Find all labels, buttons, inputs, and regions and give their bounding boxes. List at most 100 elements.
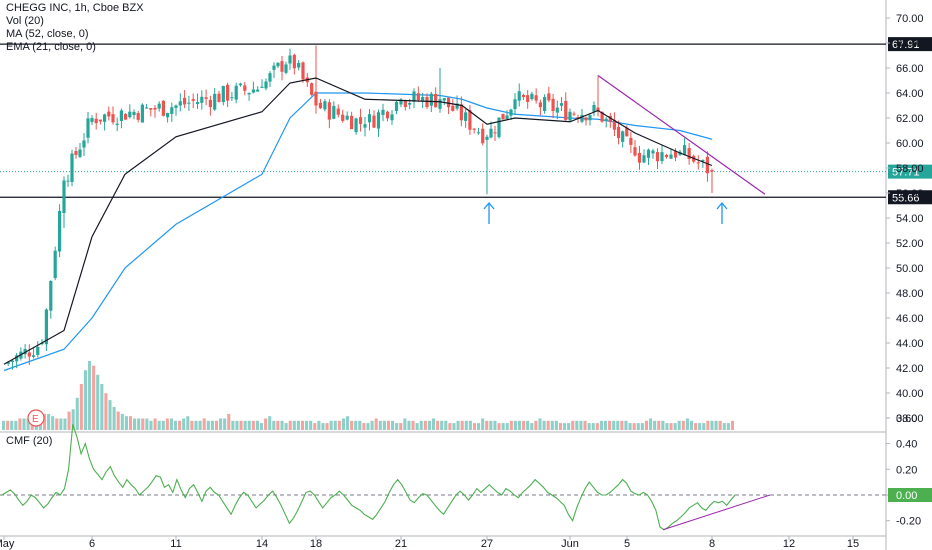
candle — [660, 145, 664, 165]
symbol-legend[interactable]: CHEGG INC, 1h, Cboe BZX — [6, 2, 144, 14]
candle-body — [655, 152, 660, 162]
volume-bar — [522, 420, 526, 430]
volume-bar — [509, 420, 513, 430]
candle-body — [170, 107, 174, 114]
candle — [421, 92, 425, 109]
volume-bar — [657, 420, 661, 430]
candle-body — [78, 149, 82, 157]
ema-legend[interactable]: EMA (21, close, 0) — [6, 41, 96, 53]
candle — [526, 90, 530, 109]
candle — [251, 81, 255, 94]
volume-bar — [464, 420, 468, 430]
candle-body — [174, 105, 178, 108]
volume-bar — [231, 420, 235, 430]
volume-bar — [280, 420, 284, 430]
candle — [103, 113, 107, 131]
volume-bar — [653, 420, 657, 430]
candle — [596, 75, 600, 117]
time-tick-label: 12 — [783, 538, 795, 550]
candle — [157, 101, 161, 112]
volume-bar — [378, 420, 382, 430]
volume-bar — [26, 418, 30, 430]
vol-legend[interactable]: Vol (20) — [6, 15, 44, 27]
level-55-66-tag — [888, 190, 932, 205]
price-tick-label: 38.00 — [896, 413, 924, 425]
candle — [673, 148, 678, 162]
candle-body — [62, 180, 66, 214]
candle-body — [53, 250, 57, 279]
cmf-legend[interactable]: CMF (20) — [6, 435, 53, 447]
candle-body — [111, 114, 115, 123]
candle-body — [332, 106, 336, 119]
ma-legend[interactable]: MA (52, close, 0) — [6, 28, 89, 40]
volume-bar — [198, 420, 202, 430]
candle-body — [297, 62, 301, 68]
price-tick-label: 54.00 — [896, 213, 924, 225]
candle-body — [251, 89, 255, 93]
time-tick-label: 8 — [709, 538, 715, 550]
downtrend-line[interactable] — [597, 75, 766, 195]
volume-bar — [206, 420, 210, 430]
volume-bar — [42, 413, 47, 430]
candle-body — [260, 86, 264, 88]
candle-body — [696, 162, 700, 164]
candle — [170, 102, 174, 122]
candle — [416, 86, 420, 103]
candle-body — [27, 352, 31, 357]
time-axis[interactable]: May 6 11 14 18 21 27 Jun 5 8 12 15 — [0, 536, 859, 550]
candle-body — [451, 105, 455, 111]
candle — [363, 116, 367, 137]
price-axis[interactable]: 70.00 68.00 66.00 64.00 62.00 60.00 58.00 56.00… — [886, 13, 932, 528]
candle-body — [336, 108, 340, 115]
candle — [15, 352, 19, 369]
candle-body — [204, 97, 208, 99]
volume-bar — [145, 418, 149, 430]
candle-body — [429, 93, 433, 106]
volume-bar — [2, 420, 6, 430]
candle — [292, 53, 296, 75]
volume-bar — [51, 416, 55, 430]
volume-bar — [366, 423, 370, 430]
earnings-circle[interactable] — [27, 409, 45, 427]
volume-bar — [6, 420, 10, 430]
candle-body — [534, 95, 538, 101]
candle — [616, 120, 621, 145]
candle — [107, 106, 111, 121]
candle — [124, 113, 128, 120]
candle-body — [264, 81, 268, 89]
candle-body — [555, 107, 559, 113]
volume-bar — [96, 374, 100, 430]
candle-body — [588, 115, 592, 121]
horizontal-line-55-66[interactable]: 55.66 — [0, 190, 932, 205]
candle — [446, 97, 451, 115]
candle — [367, 109, 372, 131]
candle — [588, 114, 592, 126]
earnings-marker[interactable]: E — [27, 409, 45, 427]
candle — [58, 204, 62, 258]
cmf-pane — [0, 424, 886, 531]
price-tick-label: 42.00 — [896, 363, 924, 375]
candle-body — [629, 137, 633, 145]
candle — [489, 121, 493, 139]
volume-bar — [112, 407, 116, 430]
candle-body — [584, 117, 588, 121]
candle — [381, 103, 385, 122]
time-tick-label: 5 — [624, 538, 630, 550]
volume-bar — [149, 420, 153, 430]
candle-body — [187, 102, 191, 104]
candle — [568, 108, 572, 122]
volume-bar — [431, 418, 436, 430]
trendline-path[interactable] — [597, 75, 766, 195]
volume-bar — [608, 420, 612, 430]
candle-body — [547, 93, 551, 101]
horizontal-line-67-91[interactable]: 67.91 — [0, 37, 932, 52]
candle — [247, 92, 251, 101]
candle — [174, 104, 178, 116]
candle-body — [497, 117, 501, 138]
volume-bar — [157, 420, 161, 430]
candle-body — [394, 101, 399, 112]
volume-bar — [219, 418, 223, 430]
cmf-tick-label: -0.20 — [896, 516, 921, 528]
volume-bar — [63, 418, 67, 430]
